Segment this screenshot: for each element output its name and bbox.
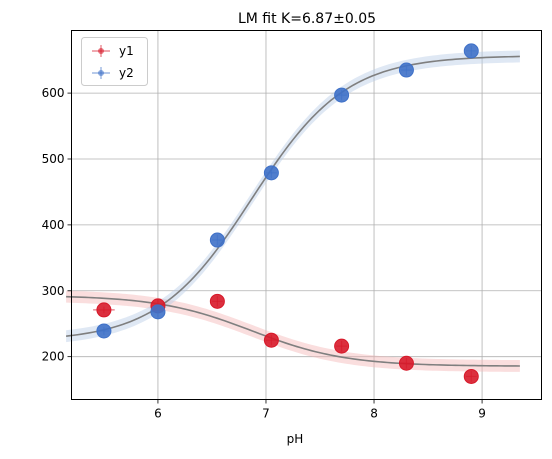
x-tick-label: 8 xyxy=(370,407,378,421)
marker-y1 xyxy=(334,338,350,354)
marker-y2 xyxy=(263,165,279,181)
data-point-y2 xyxy=(463,43,479,59)
marker-y2 xyxy=(96,323,112,339)
data-point-y1 xyxy=(463,368,479,384)
marker-y2 xyxy=(209,232,225,248)
confidence-bands xyxy=(66,50,520,372)
legend-label: y1 xyxy=(119,44,134,58)
marker-y1 xyxy=(463,368,479,384)
legend: y1 y2 xyxy=(81,37,148,86)
data-point-y1 xyxy=(263,332,279,348)
data-points xyxy=(93,43,479,384)
data-point-y1 xyxy=(209,293,225,309)
data-point-y1 xyxy=(398,355,414,371)
legend-marker xyxy=(98,48,104,54)
legend-marker xyxy=(98,70,104,76)
y-tick-label: 300 xyxy=(42,284,65,298)
marker-y2 xyxy=(398,62,414,78)
grid xyxy=(71,30,542,400)
x-axis-label: pH xyxy=(287,432,304,446)
fit-lines xyxy=(66,55,520,367)
marker-y1 xyxy=(209,293,225,309)
y-axis-ticks: 200 300 400 500 600 xyxy=(42,86,72,364)
x-tick-label: 6 xyxy=(154,407,162,421)
data-point-y2 xyxy=(334,87,350,103)
data-point-y1 xyxy=(334,338,350,354)
x-axis-ticks: 6 7 8 9 xyxy=(154,399,486,421)
marker-y1 xyxy=(96,302,112,318)
marker-y1 xyxy=(263,332,279,348)
chart-title: LM fit K=6.87±0.05 xyxy=(238,11,376,27)
y-tick-label: 600 xyxy=(42,86,65,100)
data-point-y2 xyxy=(209,232,225,248)
data-point-y2 xyxy=(263,165,279,181)
y-tick-label: 200 xyxy=(42,350,65,364)
legend-label: y2 xyxy=(119,66,134,80)
marker-y2 xyxy=(334,87,350,103)
x-tick-label: 7 xyxy=(262,407,270,421)
fit-line-y1 xyxy=(66,295,520,367)
legend-entry-y2: y2 xyxy=(92,66,134,80)
data-point-y1 xyxy=(93,302,115,318)
data-point-y2 xyxy=(96,323,112,339)
marker-y2 xyxy=(150,304,166,320)
x-tick-label: 9 xyxy=(478,407,486,421)
legend-entry-y1: y1 xyxy=(92,44,134,58)
fit-line-y2 xyxy=(66,55,520,337)
marker-y1 xyxy=(398,355,414,371)
confidence-band-y1 xyxy=(66,290,520,372)
data-point-y2 xyxy=(398,62,414,78)
y-tick-label: 500 xyxy=(42,152,65,166)
y-tick-label: 400 xyxy=(42,218,65,232)
plot-frame xyxy=(71,30,542,400)
legend-box xyxy=(81,37,148,86)
marker-y2 xyxy=(463,43,479,59)
data-point-y2 xyxy=(150,304,166,320)
